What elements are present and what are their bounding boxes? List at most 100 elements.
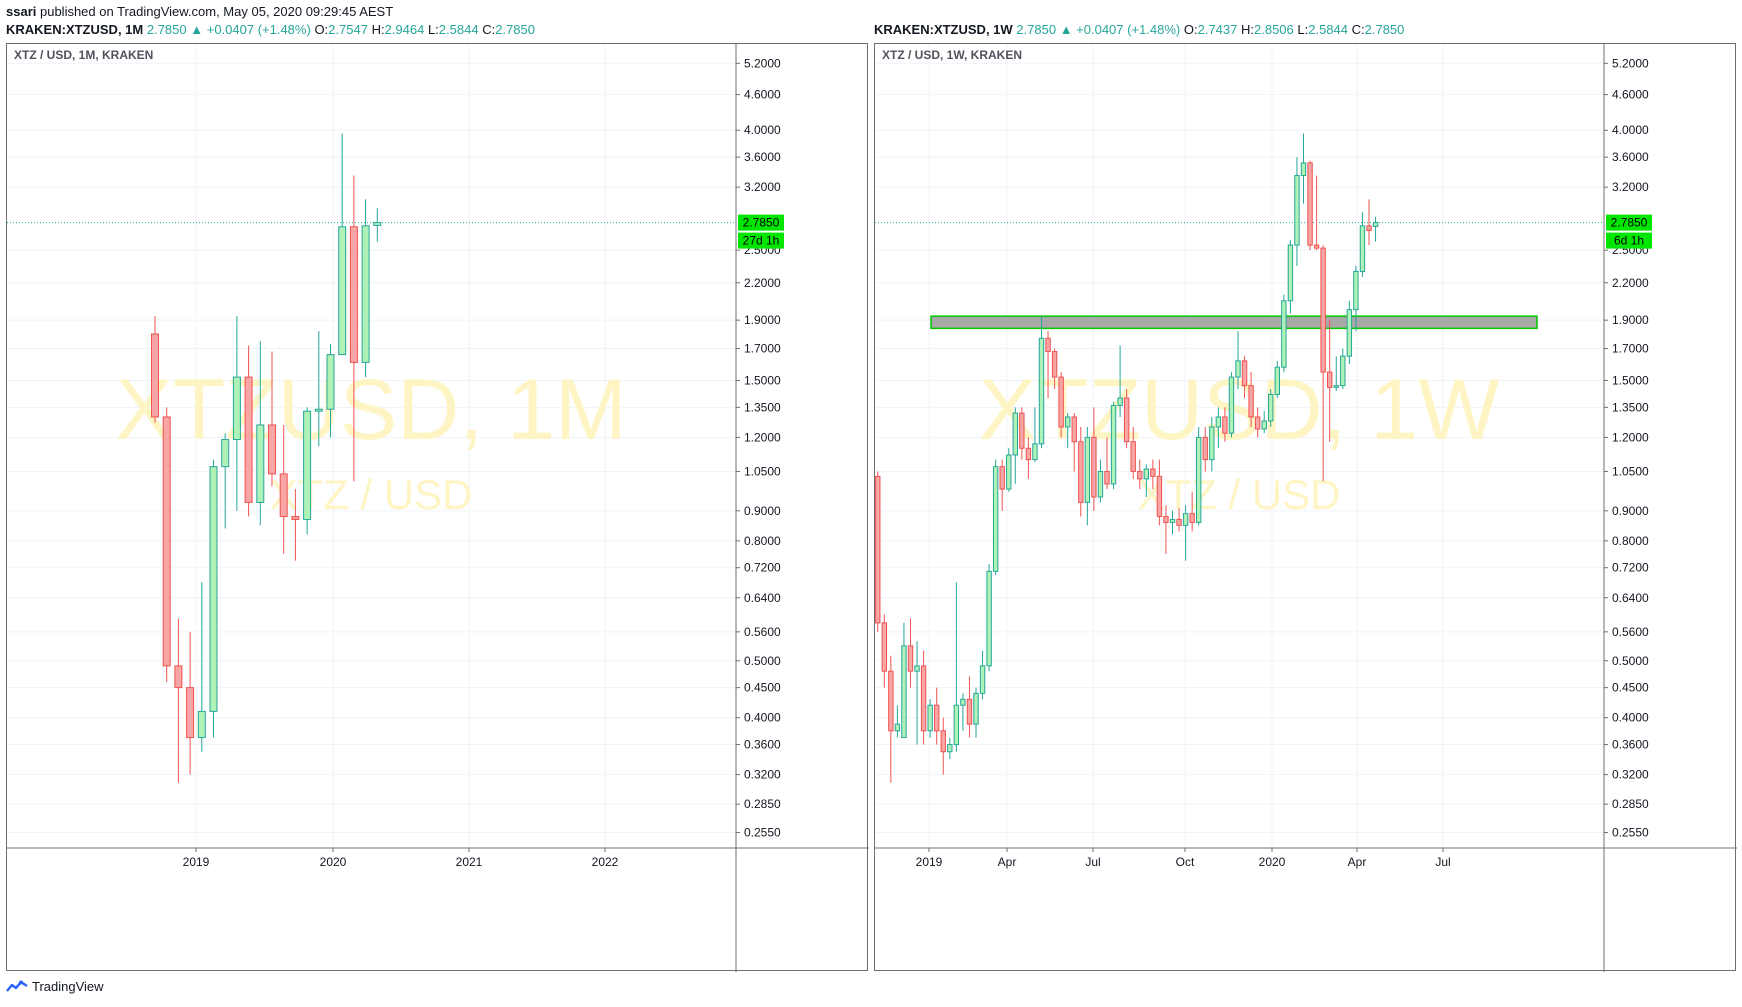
- candle[interactable]: [1169, 510, 1176, 535]
- candle[interactable]: [1012, 407, 1019, 484]
- candle[interactable]: [992, 459, 999, 575]
- candle[interactable]: [1300, 133, 1307, 204]
- candle[interactable]: [291, 489, 300, 561]
- candle[interactable]: [1130, 426, 1136, 479]
- candle[interactable]: [1268, 389, 1274, 427]
- candle[interactable]: [960, 693, 966, 731]
- candle[interactable]: [1196, 426, 1202, 526]
- candle[interactable]: [986, 564, 992, 672]
- candle[interactable]: [1241, 356, 1248, 399]
- candle[interactable]: [1006, 448, 1012, 492]
- candle[interactable]: [326, 344, 335, 438]
- candle[interactable]: [927, 699, 933, 738]
- candle[interactable]: [1307, 160, 1313, 251]
- candle[interactable]: [338, 133, 347, 356]
- candle[interactable]: [1281, 294, 1287, 373]
- candle[interactable]: [901, 622, 907, 739]
- monthly-chart-panel[interactable]: XTZUSD, 1M XTZ / USD XTZ / USD, 1M, KRAKEN…: [6, 43, 869, 972]
- candle[interactable]: [1091, 407, 1097, 511]
- candle[interactable]: [349, 175, 358, 482]
- candle[interactable]: [1189, 491, 1195, 532]
- candle[interactable]: [1327, 320, 1333, 442]
- candle[interactable]: [244, 345, 253, 517]
- candle[interactable]: [907, 618, 914, 688]
- candle[interactable]: [1110, 401, 1117, 490]
- candle[interactable]: [1235, 331, 1241, 390]
- candle[interactable]: [186, 631, 195, 775]
- candle[interactable]: [1025, 437, 1032, 479]
- candle[interactable]: [1038, 316, 1045, 449]
- candle[interactable]: [894, 705, 901, 738]
- candle[interactable]: [1202, 426, 1208, 472]
- candle[interactable]: [999, 459, 1005, 511]
- weekly-chart-panel[interactable]: XTZUSD, 1W XTZ / USD XTZ / USD, 1W, KRAKEN…: [874, 43, 1737, 972]
- candle[interactable]: [1353, 265, 1359, 332]
- footer-brand[interactable]: TradingView: [6, 979, 104, 994]
- candle[interactable]: [1313, 175, 1320, 251]
- candle[interactable]: [914, 641, 920, 745]
- candle[interactable]: [1078, 426, 1084, 517]
- candle[interactable]: [1340, 348, 1346, 390]
- candle[interactable]: [979, 650, 986, 700]
- candle[interactable]: [1150, 459, 1156, 490]
- candle[interactable]: [1209, 416, 1215, 472]
- candle[interactable]: [973, 687, 979, 738]
- candle[interactable]: [256, 341, 265, 526]
- candle[interactable]: [934, 687, 940, 745]
- candle[interactable]: [1359, 212, 1366, 278]
- candle[interactable]: [1346, 300, 1353, 365]
- left-symbol[interactable]: KRAKEN:XTZUSD, 1M: [6, 22, 144, 37]
- candle[interactable]: [1097, 459, 1104, 503]
- candle[interactable]: [162, 407, 171, 683]
- monthly-chart[interactable]: XTZUSD, 1M XTZ / USD XTZ / USD, 1M, KRAKEN…: [7, 44, 869, 972]
- candle[interactable]: [1228, 372, 1235, 438]
- candle[interactable]: [1163, 505, 1169, 554]
- candle[interactable]: [1366, 199, 1372, 246]
- candle[interactable]: [1117, 345, 1123, 417]
- candle[interactable]: [197, 582, 206, 752]
- candle[interactable]: [875, 471, 881, 632]
- support-zone[interactable]: [930, 315, 1538, 330]
- candle[interactable]: [1294, 157, 1300, 266]
- candle[interactable]: [1254, 407, 1261, 438]
- candle[interactable]: [1051, 348, 1058, 390]
- candle[interactable]: [361, 199, 370, 378]
- candle[interactable]: [1261, 411, 1267, 434]
- candle[interactable]: [1143, 464, 1150, 498]
- candle[interactable]: [268, 351, 276, 487]
- candle[interactable]: [953, 582, 960, 752]
- candle[interactable]: [1333, 356, 1339, 391]
- candle[interactable]: [1045, 331, 1051, 399]
- candle[interactable]: [920, 650, 927, 745]
- candle[interactable]: [1248, 372, 1254, 427]
- candle[interactable]: [373, 208, 382, 242]
- candle[interactable]: [1137, 459, 1143, 490]
- candle[interactable]: [1084, 426, 1091, 526]
- candle[interactable]: [1176, 507, 1182, 532]
- weekly-chart[interactable]: XTZUSD, 1W XTZ / USD XTZ / USD, 1W, KRAKEN…: [875, 44, 1737, 972]
- right-symbol[interactable]: KRAKEN:XTZUSD, 1W: [874, 22, 1013, 37]
- candle[interactable]: [232, 316, 241, 511]
- candle[interactable]: [1032, 407, 1038, 462]
- candle[interactable]: [314, 331, 323, 447]
- candle[interactable]: [1215, 407, 1222, 449]
- candle[interactable]: [1019, 407, 1025, 460]
- candle[interactable]: [1058, 372, 1064, 438]
- candle[interactable]: [966, 676, 973, 738]
- candle[interactable]: [1156, 459, 1163, 526]
- candle[interactable]: [1123, 389, 1130, 449]
- candle[interactable]: [1222, 407, 1228, 442]
- candle[interactable]: [1065, 413, 1071, 449]
- candle[interactable]: [1182, 505, 1189, 561]
- candle[interactable]: [1372, 216, 1379, 242]
- candle[interactable]: [303, 407, 312, 535]
- candle[interactable]: [888, 655, 894, 783]
- candle[interactable]: [174, 618, 183, 783]
- candle[interactable]: [940, 717, 946, 775]
- candle[interactable]: [947, 737, 953, 760]
- candle[interactable]: [1104, 437, 1110, 490]
- candle[interactable]: [1071, 413, 1077, 472]
- candle[interactable]: [279, 424, 288, 554]
- candle[interactable]: [209, 459, 218, 738]
- candle[interactable]: [151, 316, 159, 423]
